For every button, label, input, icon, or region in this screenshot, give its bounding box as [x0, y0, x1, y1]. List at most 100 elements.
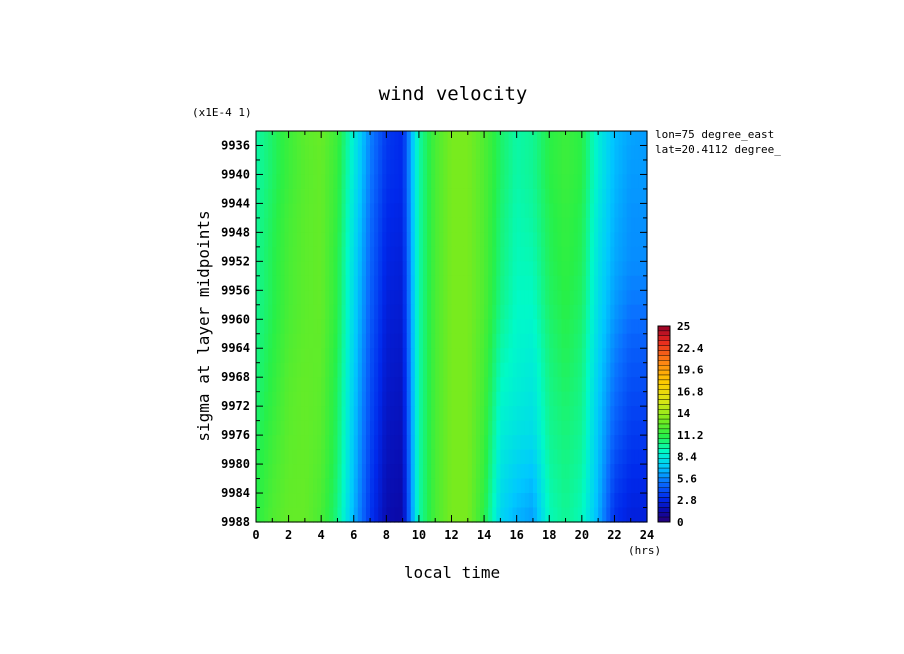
- heatmap-cell: [264, 159, 269, 176]
- heatmap-cell: [431, 232, 436, 248]
- heatmap-cell: [361, 275, 367, 291]
- heatmap-cell: [606, 377, 611, 393]
- heatmap-cell: [345, 333, 351, 349]
- heatmap-cell: [260, 435, 265, 451]
- heatmap-cell: [610, 362, 616, 378]
- heatmap-cell: [300, 203, 306, 219]
- heatmap-cell: [642, 333, 648, 349]
- heatmap-cell: [260, 464, 265, 480]
- heatmap-cell: [545, 203, 550, 219]
- heatmap-cell: [553, 406, 558, 422]
- heatmap-cell: [496, 304, 501, 320]
- heatmap-cell: [361, 420, 367, 436]
- heatmap-cell: [475, 261, 481, 277]
- heatmap-cell: [398, 188, 404, 205]
- heatmap-cell: [512, 159, 518, 176]
- heatmap-cell: [610, 232, 616, 248]
- heatmap-cell: [557, 333, 563, 349]
- heatmap-cell: [577, 449, 583, 465]
- heatmap-cell: [402, 478, 408, 494]
- heatmap-cell: [585, 131, 591, 147]
- heatmap-cell: [410, 159, 416, 176]
- heatmap-cell: [594, 435, 599, 451]
- heatmap-cell: [357, 275, 363, 291]
- heatmap-cell: [598, 174, 603, 190]
- heatmap-cell: [614, 406, 620, 422]
- heatmap-cell: [500, 159, 506, 176]
- heatmap-cell: [606, 145, 611, 161]
- heatmap-cell: [532, 246, 538, 262]
- heatmap-cell: [455, 449, 461, 465]
- heatmap-cell: [264, 145, 269, 161]
- heatmap-cell: [463, 246, 469, 262]
- heatmap-cell: [431, 449, 436, 465]
- heatmap-cell: [630, 188, 636, 205]
- heatmap-cell: [402, 493, 408, 509]
- heatmap-cell: [630, 391, 636, 407]
- heatmap-cell: [455, 203, 461, 219]
- heatmap-cell: [292, 261, 298, 277]
- heatmap-cell: [492, 348, 497, 364]
- heatmap-cell: [370, 362, 375, 378]
- heatmap-cell: [447, 188, 453, 205]
- heatmap-cell: [280, 478, 286, 494]
- heatmap-cell: [622, 304, 628, 320]
- heatmap-cell: [589, 188, 595, 205]
- heatmap-cell: [549, 478, 554, 494]
- heatmap-cell: [313, 261, 318, 277]
- heatmap-cell: [471, 203, 477, 219]
- heatmap-cell: [288, 435, 294, 451]
- heatmap-cell: [439, 174, 444, 190]
- heatmap-cell: [394, 362, 400, 378]
- heatmap-cell: [422, 203, 428, 219]
- colorbar-swatch: [657, 453, 671, 459]
- heatmap-cell: [626, 159, 632, 176]
- heatmap-cell: [296, 275, 302, 291]
- heatmap-cell: [317, 159, 322, 176]
- heatmap-cell: [626, 420, 632, 436]
- heatmap-cell: [321, 377, 326, 393]
- heatmap-cell: [321, 449, 326, 465]
- heatmap-cell: [268, 319, 273, 335]
- heatmap-cell: [541, 507, 546, 523]
- heatmap-cell: [589, 507, 595, 523]
- heatmap-cell: [300, 478, 306, 494]
- heatmap-cell: [394, 478, 400, 494]
- heatmap-cell: [561, 261, 567, 277]
- heatmap-cell: [565, 348, 571, 364]
- heatmap-cell: [516, 449, 522, 465]
- heatmap-cell: [598, 261, 603, 277]
- heatmap-cell: [504, 275, 510, 291]
- heatmap-cell: [345, 275, 351, 291]
- heatmap-cell: [394, 203, 400, 219]
- heatmap-cell: [402, 246, 408, 262]
- colorbar-swatch: [657, 365, 671, 371]
- heatmap-cell: [577, 188, 583, 205]
- heatmap-cell: [634, 406, 640, 422]
- heatmap-cell: [317, 290, 322, 306]
- heatmap-cell: [325, 131, 330, 147]
- heatmap-cell: [280, 145, 286, 161]
- heatmap-cell: [378, 174, 383, 190]
- heatmap-cell: [573, 246, 579, 262]
- heatmap-cell: [492, 362, 497, 378]
- heatmap-cell: [471, 391, 477, 407]
- heatmap-cell: [516, 348, 522, 364]
- colorbar-swatch: [657, 389, 671, 395]
- heatmap-cell: [345, 232, 351, 248]
- heatmap-cell: [422, 348, 428, 364]
- heatmap-cell: [638, 348, 644, 364]
- heatmap-cell: [545, 464, 550, 480]
- heatmap-cell: [288, 159, 294, 176]
- heatmap-cell: [418, 362, 424, 378]
- heatmap-cell: [264, 275, 269, 291]
- heatmap-cell: [435, 362, 440, 378]
- heatmap-cell: [268, 333, 273, 349]
- heatmap-cell: [602, 290, 607, 306]
- heatmap-cell: [532, 478, 538, 494]
- heatmap-cell: [284, 406, 290, 422]
- heatmap-cell: [614, 507, 620, 523]
- heatmap-cell: [488, 435, 493, 451]
- heatmap-cell: [406, 246, 412, 262]
- heatmap-cell: [410, 478, 416, 494]
